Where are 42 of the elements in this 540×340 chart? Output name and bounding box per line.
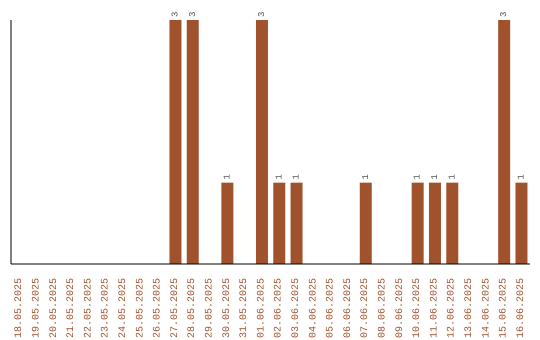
- x-tick-label: 12.06.2025: [446, 278, 458, 338]
- x-tick-label: 24.05.2025: [118, 278, 129, 338]
- x-tick-label: 21.05.2025: [66, 278, 78, 338]
- x-tick-label: 20.05.2025: [48, 278, 60, 338]
- data-label: 3: [170, 12, 180, 17]
- x-tick-label: 11.06.2025: [429, 278, 440, 338]
- x-tick-label: 01.06.2025: [256, 278, 268, 338]
- x-tick-label: 28.05.2025: [187, 278, 198, 338]
- data-label: 1: [412, 174, 423, 180]
- data-label: 3: [188, 12, 198, 17]
- x-tick-label: 13.06.2025: [464, 278, 475, 338]
- x-tick-label: 04.06.2025: [308, 278, 320, 338]
- data-label: 1: [274, 174, 284, 180]
- data-label: 3: [499, 12, 510, 17]
- x-tick-label: 08.06.2025: [377, 278, 388, 338]
- data-label: 3: [256, 12, 267, 17]
- x-tick-label: 10.06.2025: [412, 278, 424, 338]
- x-tick-label: 07.06.2025: [360, 278, 372, 338]
- x-tick-label: 02.06.2025: [274, 278, 285, 338]
- x-tick-label: 25.05.2025: [135, 278, 146, 338]
- data-label: 1: [516, 174, 526, 180]
- x-tick-label: 29.05.2025: [204, 278, 216, 338]
- x-tick-label: 26.05.2025: [152, 278, 164, 338]
- x-tick-label: 22.05.2025: [83, 278, 94, 338]
- x-tick-label: 09.06.2025: [394, 278, 406, 338]
- x-tick-label: 19.05.2025: [31, 278, 42, 338]
- x-tick-label: 16.06.2025: [516, 278, 527, 338]
- data-label: 1: [360, 174, 371, 180]
- x-tick-label: 31.05.2025: [239, 278, 250, 338]
- x-tick-label: 18.05.2025: [14, 278, 26, 338]
- data-label: 1: [447, 174, 458, 180]
- x-tick-label: 23.05.2025: [100, 278, 112, 338]
- x-tick-label: 14.06.2025: [481, 278, 492, 338]
- x-tick-label: 15.06.2025: [498, 278, 510, 338]
- x-tick-label: 27.05.2025: [170, 278, 181, 338]
- data-label: 1: [222, 174, 232, 180]
- x-tick-label: 06.06.2025: [342, 278, 354, 338]
- x-tick-label: 03.06.2025: [290, 278, 302, 338]
- data-label: 1: [292, 174, 302, 180]
- data-label: 1: [430, 174, 440, 180]
- x-tick-label: 30.05.2025: [222, 278, 233, 338]
- x-tick-label: 05.06.2025: [326, 278, 337, 338]
